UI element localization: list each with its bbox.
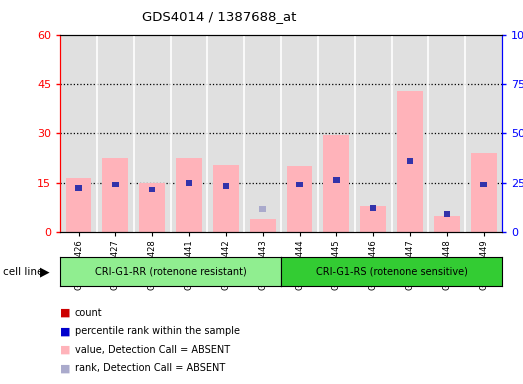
Bar (223, 183, 229, 189)
Text: ■: ■ (60, 363, 71, 373)
Text: cell line: cell line (3, 266, 43, 277)
Bar (259, 206, 266, 212)
Bar (66, 178, 92, 232)
Bar (471, 153, 496, 232)
Bar (103, 158, 128, 232)
Text: ■: ■ (60, 308, 71, 318)
Text: CRI-G1-RS (rotenone sensitive): CRI-G1-RS (rotenone sensitive) (316, 266, 468, 277)
Bar (139, 183, 165, 232)
Bar (213, 165, 239, 232)
Text: ▶: ▶ (40, 265, 49, 278)
Bar (287, 166, 312, 232)
Bar (149, 187, 155, 192)
Bar (112, 182, 119, 187)
Bar (370, 205, 377, 210)
Text: rank, Detection Call = ABSENT: rank, Detection Call = ABSENT (75, 363, 225, 373)
Bar (297, 182, 303, 187)
Bar (444, 211, 450, 217)
Bar (434, 216, 460, 232)
Text: ■: ■ (60, 326, 71, 336)
Bar (360, 206, 386, 232)
Text: GDS4014 / 1387688_at: GDS4014 / 1387688_at (142, 10, 297, 23)
Bar (250, 219, 276, 232)
Bar (176, 158, 202, 232)
Text: ■: ■ (60, 345, 71, 355)
Text: percentile rank within the sample: percentile rank within the sample (75, 326, 240, 336)
Bar (323, 135, 349, 232)
Bar (186, 180, 192, 186)
Bar (75, 185, 82, 191)
Text: count: count (75, 308, 103, 318)
Bar (407, 159, 413, 164)
Text: value, Detection Call = ABSENT: value, Detection Call = ABSENT (75, 345, 230, 355)
Bar (481, 182, 487, 187)
Text: CRI-G1-RR (rotenone resistant): CRI-G1-RR (rotenone resistant) (95, 266, 246, 277)
Bar (397, 91, 423, 232)
Bar (333, 177, 339, 182)
